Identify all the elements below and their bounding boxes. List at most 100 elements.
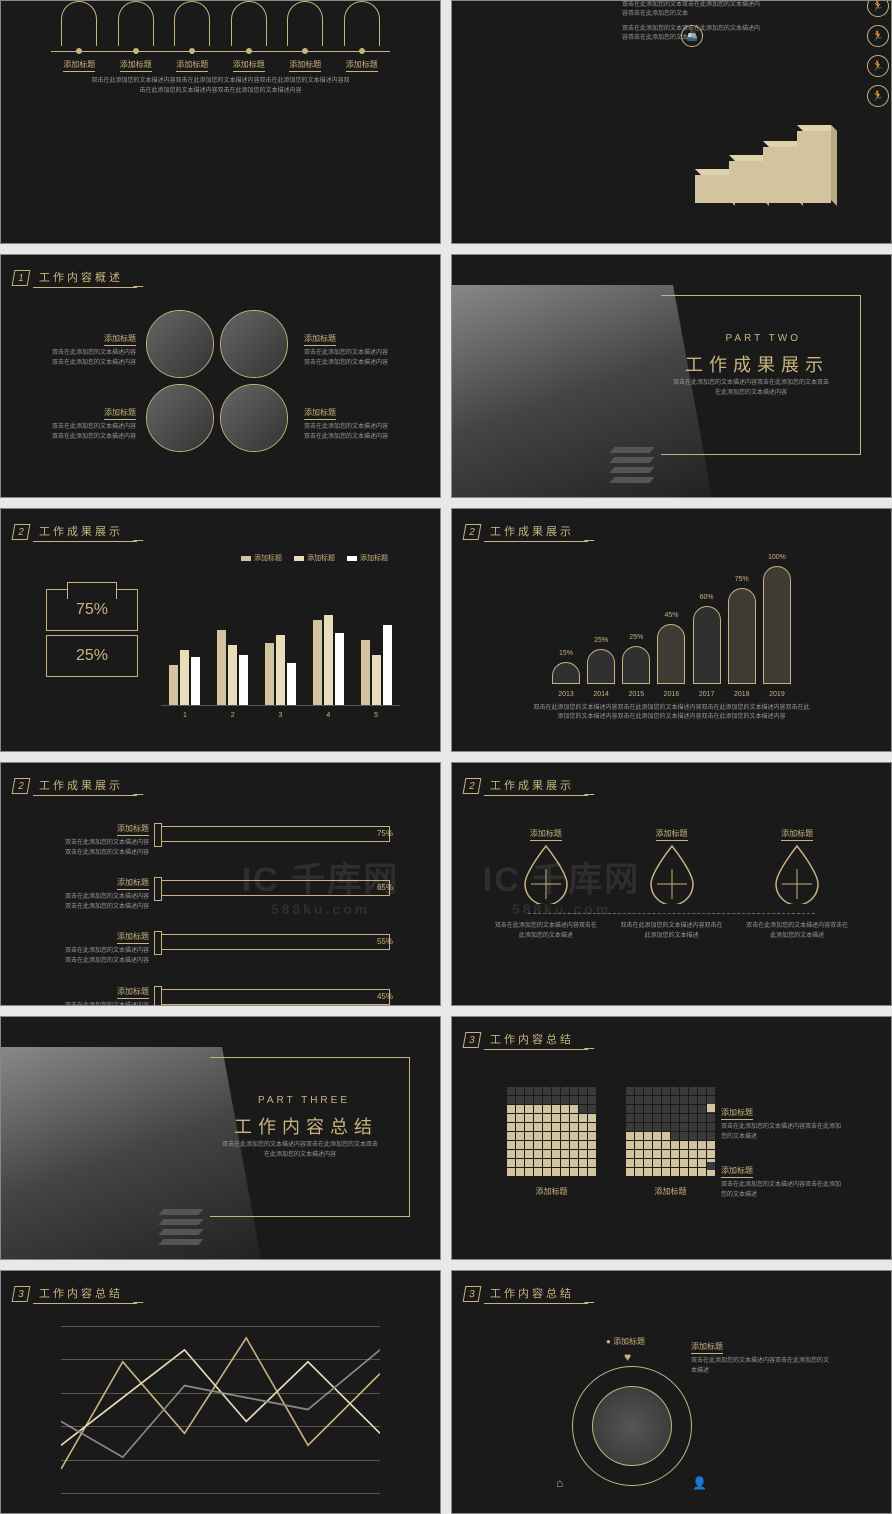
bar-group: 3 [265,635,296,705]
year-bar: 100%2019 [763,566,791,684]
percent-boxes: 75% 25% [46,589,138,681]
image-circle [146,310,214,378]
timeline-point: 添加标题 [63,59,95,72]
section-title: 工作内容总结 [33,1283,137,1304]
radial-text-1: 添加标题 双击在此添加您的文本描述内容双击在此添加您的文本描述 [691,1336,831,1376]
part-desc: 双击在此添加您的文本描述内容双击在此添加您的文本双击在此添加您的文本描述内容 [220,1141,380,1160]
waffle-block: 添加标题 [507,1087,596,1197]
section-badge: 1 工作内容概述 [13,267,137,288]
slide-line-chart: 3 工作内容总结 [0,1270,441,1514]
section-title: 工作内容总结 [484,1283,588,1304]
yearly-bars: 15%201325%201425%201545%201660%201775%20… [552,564,791,684]
circle-label: 添加标题双击在此添加您的文本描述内容双击在此添加您的文本描述内容 [304,402,404,442]
drop-column: 添加标题双击在此添加您的文本描述内容双击在此添加您的文本描述 [492,823,600,941]
waffle-legend-item: 添加标题双击在此添加您的文本描述内容双击在此添加您的文本描述 [707,1102,841,1142]
step-icon: 🏃 [867,0,889,17]
percent-value: 25% [46,635,138,677]
hbar-row: 添加标题双击在此添加您的文本描述内容双击在此添加您的文本描述内容75% [51,818,390,858]
year-bar: 25%2014 [587,649,615,684]
bar-group: 1 [169,650,200,705]
section-badge: 3 工作内容总结 [13,1283,137,1304]
timeline-desc: 双击在此添加您的文本描述内容双击在此添加您的文本描述内容双击在此添加您的文本描述… [91,77,350,96]
timeline-point: 添加标题 [176,59,208,72]
part-label: PART THREE [258,1095,350,1106]
timeline-arches [51,1,390,51]
slide-rounded-bars: 2 工作成果展示 15%201325%201425%201545%201660%… [451,508,892,752]
step-icon: 🏃 [867,85,889,107]
year-bar: 45%2016 [657,624,685,684]
step-box [695,175,729,203]
legend-item: 添加标题 [294,553,335,563]
drop-columns: 添加标题双击在此添加您的文本描述内容双击在此添加您的文本描述添加标题双击在此添加… [492,823,851,941]
hbar-rows: 添加标题双击在此添加您的文本描述内容双击在此添加您的文本描述内容75% 添加标题双… [51,818,390,1006]
year-bar: 25%2015 [622,646,650,684]
section-title: 工作成果展示 [484,521,588,542]
timeline-point: 添加标题 [120,59,152,72]
grouped-bar-chart: 12345 [161,579,400,706]
section-badge: 2 工作成果展示 [464,521,588,542]
section-badge: 2 工作成果展示 [13,775,137,796]
slide-section-three: PART THREE 工作内容总结 双击在此添加您的文本描述内容双击在此添加您的… [0,1016,441,1260]
slide-grid: 添加标题 添加标题 添加标题 添加标题 添加标题 添加标题 双击在此添加您的文本… [0,0,892,1514]
year-bar: 75%2018 [728,588,756,684]
center-label: ● 添加标题 [606,1336,645,1347]
step-box [763,147,797,203]
heart-icon: ♥ [624,1350,631,1364]
image-circle [146,384,214,452]
circle-label: 添加标题双击在此添加您的文本描述内容双击在此添加您的文本描述内容 [304,328,404,368]
slide-radial: 3 工作内容总结 ♥ ⌂ 👤 ● 添加标题 添加标题 双击在此添加您的文本描述内… [451,1270,892,1514]
timeline-point: 添加标题 [346,59,378,72]
slide-circles-overview: 1 工作内容概述 添加标题双击在此添加您的文本描述内容双击在此添加您的文本描述内… [0,254,441,498]
person-icon: 👤 [692,1476,707,1490]
image-circle [220,310,288,378]
section-title: 工作内容概述 [33,267,137,288]
slide-waffle: 3 工作内容总结 添加标题添加标题 添加标题双击在此添加您的文本描述内容双击在此… [451,1016,892,1260]
boxes-3d-group [695,1,831,203]
multi-line-chart [61,1326,380,1493]
timeline-point: 添加标题 [233,59,265,72]
slide-bar-percent: 2 工作成果展示 75% 25% 添加标题添加标题添加标题 12345 [0,508,441,752]
part-label: PART TWO [726,333,802,344]
section-number: 3 [463,1286,482,1302]
section-number: 3 [12,1286,31,1302]
hbar-row: 添加标题双击在此添加您的文本描述内容双击在此添加您的文本描述内容55% [51,926,390,966]
part-title: 工作内容总结 [234,1113,378,1139]
circle-label: 添加标题双击在此添加您的文本描述内容双击在此添加您的文本描述内容 [36,402,136,442]
circle-label: 添加标题双击在此添加您的文本描述内容双击在此添加您的文本描述内容 [36,328,136,368]
section-title: 工作成果展示 [484,775,588,796]
step-icon: 🏃 [867,55,889,77]
part-desc: 双击在此添加您的文本描述内容双击在此添加您的文本双击在此添加您的文本描述内容 [671,379,831,398]
bar-group: 4 [313,615,344,705]
timeline-labels: 添加标题 添加标题 添加标题 添加标题 添加标题 添加标题 [51,59,390,75]
step-icon: 🏃 [867,25,889,47]
bar-group: 5 [361,625,392,705]
timeline-dots [51,48,390,54]
section-number: 1 [12,270,31,286]
section-badge: 2 工作成果展示 [464,775,588,796]
slide-horizontal-bars: 2 工作成果展示 添加标题双击在此添加您的文本描述内容双击在此添加您的文本描述内… [0,762,441,1006]
radial-diagram: ♥ ⌂ 👤 ● 添加标题 [562,1356,702,1496]
image-circle [220,384,288,452]
legend-item: 添加标题 [347,553,388,563]
hbar-row: 添加标题双击在此添加您的文本描述内容双击在此添加您的文本描述内容45% [51,981,390,1006]
section-title: 工作成果展示 [33,775,137,796]
waffle-block: 添加标题 [626,1087,715,1197]
part-title: 工作成果展示 [685,351,829,377]
section-badge: 2 工作成果展示 [13,521,137,542]
slide-boxes-3d: 双击在此添加您的文本双击在此添加您的文本描述内容双击在此添加您的文本 双击在此添… [451,0,892,244]
slide-timeline: 添加标题 添加标题 添加标题 添加标题 添加标题 添加标题 双击在此添加您的文本… [0,0,441,244]
section-badge: 3 工作内容总结 [464,1029,588,1050]
slide-drops: 2 工作成果展示 添加标题双击在此添加您的文本描述内容双击在此添加您的文本描述添… [451,762,892,1006]
drop-column: 添加标题双击在此添加您的文本描述内容双击在此添加您的文本描述 [618,823,726,941]
timeline-point: 添加标题 [289,59,321,72]
percent-value: 75% [46,589,138,631]
hbar-row: 添加标题双击在此添加您的文本描述内容双击在此添加您的文本描述内容65% [51,872,390,912]
chart-desc: 双击在此添加您的文本描述内容双击在此添加您的文本描述内容双击在此添加您的文本描述… [532,704,811,723]
section-badge: 3 工作内容总结 [464,1283,588,1304]
section-number: 2 [463,524,482,540]
waffle-legend-item: 添加标题双击在此添加您的文本描述内容双击在此添加您的文本描述 [707,1160,841,1200]
step-icon: 🚢 [681,25,703,47]
chart-legend: 添加标题添加标题添加标题 [241,553,421,563]
drop-column: 添加标题双击在此添加您的文本描述内容双击在此添加您的文本描述 [743,823,851,941]
section-title: 工作成果展示 [33,521,137,542]
